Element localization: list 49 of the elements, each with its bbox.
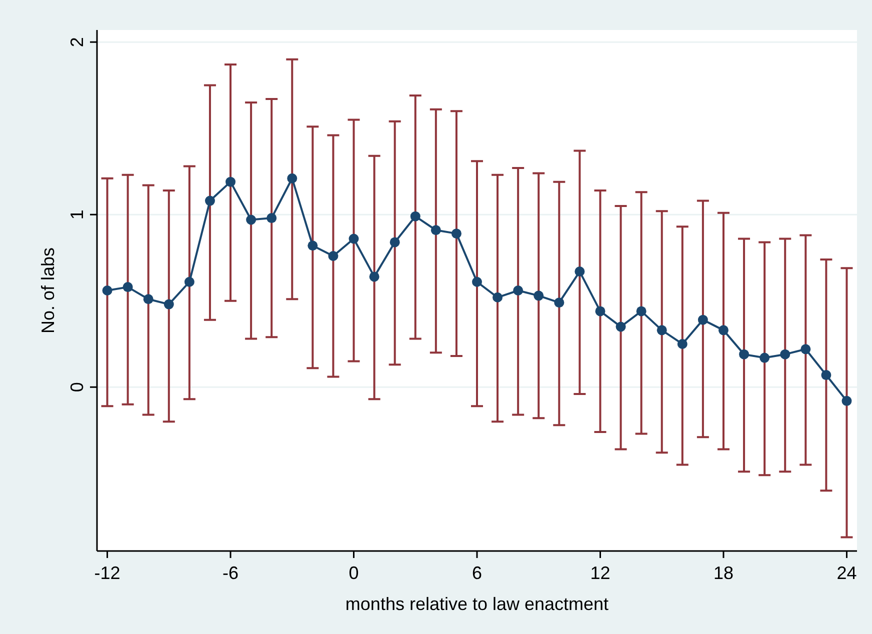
point: [246, 214, 256, 225]
x-tick-label: 24: [836, 563, 857, 583]
point: [574, 266, 585, 277]
point: [616, 322, 626, 332]
point: [760, 352, 770, 363]
point: [430, 225, 441, 236]
point: [698, 314, 708, 325]
point: [636, 306, 646, 316]
point: [204, 196, 215, 206]
point: [164, 299, 174, 310]
x-tick-label: 6: [472, 563, 482, 583]
point: [821, 370, 832, 380]
point: [534, 290, 544, 301]
point: [102, 286, 112, 296]
x-tick-label: -12: [94, 563, 120, 583]
point: [287, 173, 298, 184]
point: [226, 176, 236, 187]
point: [308, 240, 318, 251]
point: [656, 325, 667, 336]
point: [492, 292, 503, 302]
x-tick-label: -6: [222, 563, 239, 583]
point: [266, 213, 277, 224]
point: [739, 349, 750, 360]
point: [369, 272, 380, 282]
point: [451, 228, 462, 239]
point: [677, 338, 688, 349]
y-axis-title: No. of labs: [38, 247, 58, 334]
y-tick-label: 1: [67, 210, 87, 220]
point: [184, 276, 194, 287]
point: [595, 306, 606, 316]
point: [780, 349, 790, 360]
point: [410, 211, 420, 222]
point: [800, 344, 811, 354]
point: [842, 396, 852, 406]
point: [143, 294, 154, 304]
y-tick-label: 2: [67, 37, 87, 48]
point: [718, 325, 728, 336]
x-axis-title: months relative to law enactment: [345, 594, 609, 614]
point: [554, 298, 564, 308]
point: [472, 276, 482, 287]
point: [513, 286, 524, 296]
point: [122, 282, 133, 292]
x-tick-label: 0: [348, 563, 359, 583]
x-tick-label: 18: [713, 563, 734, 583]
point: [328, 250, 338, 261]
x-tick-label: 12: [590, 563, 610, 583]
y-tick-label: 0: [67, 382, 87, 392]
point: [390, 237, 400, 248]
point: [348, 234, 359, 244]
